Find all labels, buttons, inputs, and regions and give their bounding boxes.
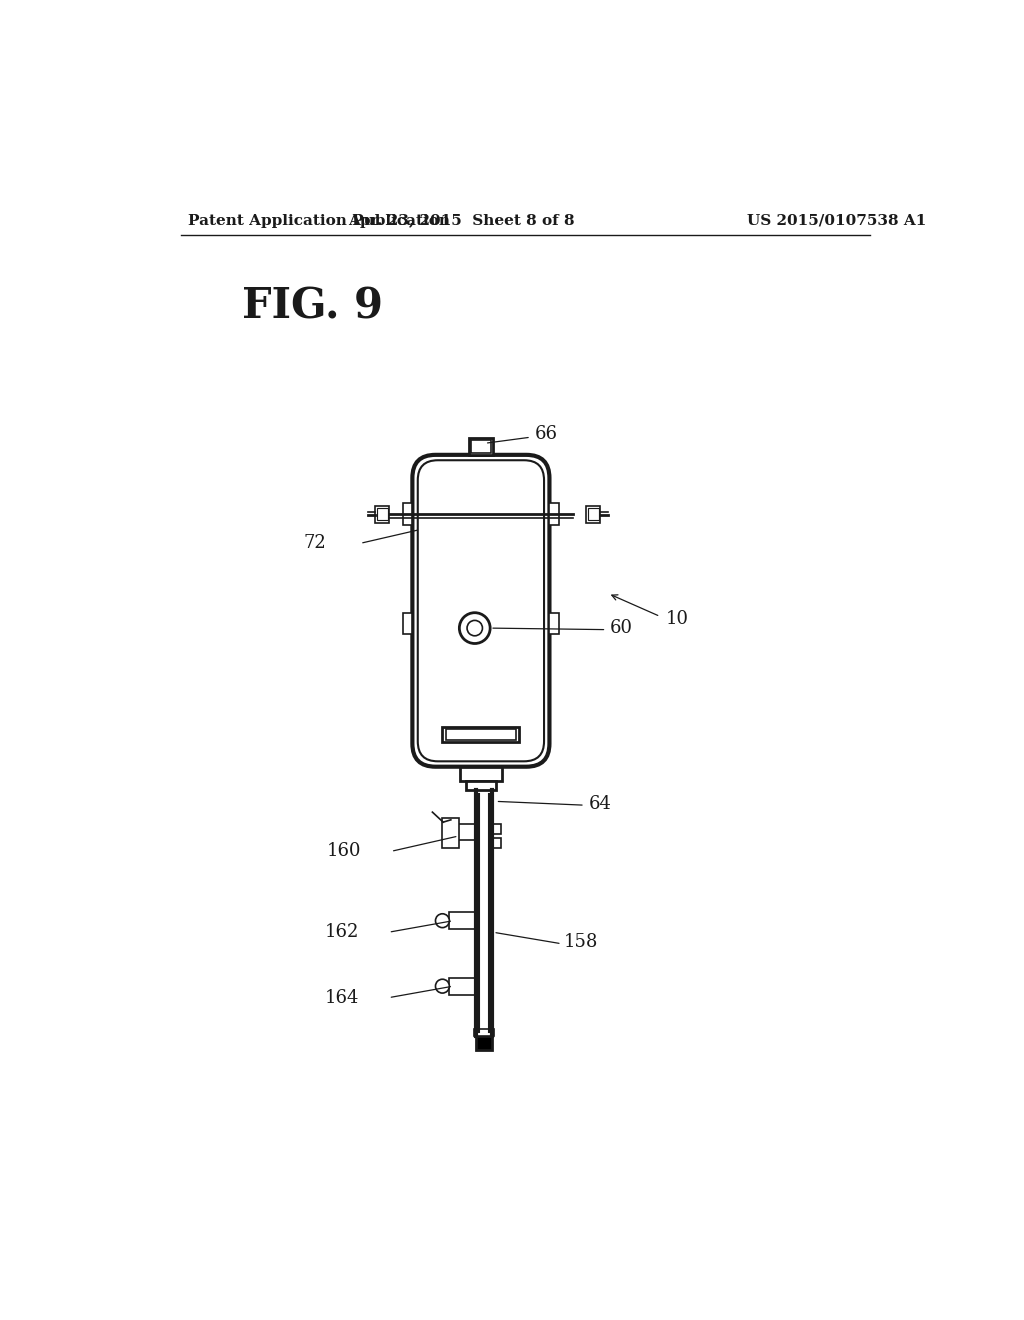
Bar (587, 506, 600, 523)
Text: FIG. 9: FIG. 9 (243, 285, 383, 327)
Bar (466, 780, 497, 789)
Circle shape (435, 979, 450, 993)
Bar (492, 838, 501, 847)
FancyBboxPatch shape (413, 455, 550, 767)
Bar (403, 612, 413, 635)
Bar (474, 1028, 494, 1036)
Bar (376, 506, 389, 523)
Text: 162: 162 (325, 923, 359, 941)
Circle shape (435, 913, 450, 928)
Text: 158: 158 (564, 933, 598, 952)
Text: 60: 60 (609, 619, 633, 638)
Bar (550, 503, 559, 525)
Circle shape (467, 620, 482, 636)
Bar (449, 912, 476, 929)
Text: 160: 160 (327, 842, 361, 861)
Text: 10: 10 (666, 610, 689, 628)
Bar (446, 729, 515, 739)
Bar (449, 978, 476, 995)
Text: 64: 64 (589, 795, 611, 813)
Bar (492, 825, 501, 834)
Text: US 2015/0107538 A1: US 2015/0107538 A1 (746, 214, 926, 228)
Text: Patent Application Publication: Patent Application Publication (188, 214, 451, 228)
Text: 164: 164 (325, 989, 359, 1007)
Bar (460, 767, 502, 780)
Bar (476, 1036, 492, 1051)
Text: Apr. 23, 2015  Sheet 8 of 8: Apr. 23, 2015 Sheet 8 of 8 (348, 214, 574, 228)
Bar (442, 726, 519, 742)
Bar (455, 825, 476, 840)
Text: 66: 66 (535, 425, 558, 444)
Bar (377, 508, 388, 520)
Bar (469, 438, 494, 455)
Text: 72: 72 (303, 535, 326, 552)
Bar (471, 441, 490, 453)
Bar (550, 612, 559, 635)
Circle shape (460, 612, 490, 644)
Bar (588, 508, 599, 520)
Bar (441, 818, 459, 847)
Bar (403, 503, 413, 525)
